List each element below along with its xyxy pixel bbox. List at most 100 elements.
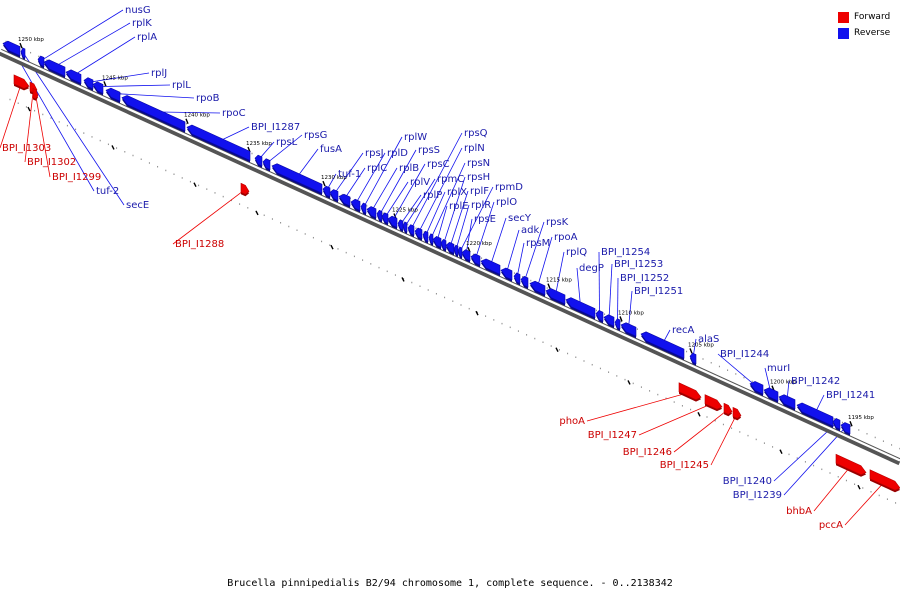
feature-rplj: [83, 77, 94, 90]
major-tick: [401, 277, 405, 282]
label-rpoc: rpoC: [222, 108, 246, 119]
major-tick: [103, 81, 107, 87]
legend-label-forward: Forward: [854, 12, 891, 22]
leader-rplc: [344, 167, 366, 200]
label-rpmd: rpmD: [495, 182, 523, 193]
label-rpsg: rpsG: [304, 130, 327, 141]
leader-rplp: [400, 194, 422, 225]
feature-rplx: [422, 230, 429, 242]
feature-rplf: [445, 241, 455, 254]
leader-rpsg: [266, 134, 303, 164]
leader-bpi-i1245: [710, 413, 738, 466]
leader-rplj: [88, 72, 150, 83]
leader-rpse: [465, 218, 473, 255]
leader-bpi-i1239: [783, 426, 846, 496]
leader-bpi-i1288: [172, 189, 246, 245]
major-tick: [185, 118, 189, 124]
scale-label: 1230 kbp: [321, 175, 347, 181]
feature-rplb: [366, 206, 377, 219]
major-tick: [475, 310, 479, 316]
feature-bpi-i1251: [620, 322, 637, 337]
label-bpi-i1241: BPI_I1241: [826, 390, 875, 401]
label-rpld: rplD: [387, 148, 408, 159]
label-bpi-i1244: BPI_I1244: [720, 349, 769, 360]
leader-rplx: [425, 191, 446, 236]
major-tick: [27, 106, 31, 112]
feature-adk: [500, 267, 513, 281]
label-muri: murI: [767, 363, 790, 374]
label-bpi-i1288: BPI_I1288: [175, 239, 224, 250]
label-rpsj: rpsJ: [365, 148, 384, 159]
scale-label: 1220 kbp: [466, 241, 492, 247]
major-tick: [255, 210, 259, 216]
label-bpi-i1254: BPI_I1254: [601, 247, 650, 258]
label-bpi-i1302: BPI_I1302: [27, 157, 76, 168]
leader-bpi-i1251: [628, 290, 633, 329]
label-rpsh: rpsH: [467, 172, 490, 183]
leader-rpob: [112, 93, 195, 99]
label-bpi-i1299: BPI_I1299: [52, 172, 101, 183]
label-rplc: rplC: [367, 163, 387, 174]
leader-bpi-i1302: [24, 88, 34, 163]
major-tick: [689, 348, 693, 354]
scale-label: 1210 kbp: [618, 310, 644, 316]
label-rplo: rplO: [496, 197, 517, 208]
feature-rpoc: [121, 95, 186, 132]
feature-rpsl: [254, 154, 263, 167]
reverse-swatch: [838, 27, 849, 39]
leader-rplw: [363, 136, 403, 208]
label-rplr: rplR: [471, 200, 491, 211]
feature-rplq: [545, 288, 566, 305]
major-tick: [111, 145, 115, 150]
label-bpi-i1303: BPI_I1303: [2, 143, 51, 154]
feature-fusa: [271, 163, 323, 194]
forward-swatch: [838, 11, 849, 23]
label-rpss: rpsS: [418, 145, 440, 156]
feature-rpsc: [387, 215, 398, 228]
label-nusg: nusG: [125, 5, 151, 16]
label-rpll: rplL: [172, 80, 191, 91]
leader-rpld: [355, 152, 386, 205]
leader-rpsh: [443, 176, 466, 245]
feature-muri: [763, 387, 779, 402]
feature-rplr: [453, 244, 459, 256]
leader-rplv: [384, 181, 409, 218]
leader-rpsj: [333, 152, 364, 195]
chromosome-backbone: [0, 48, 900, 466]
leader-bpi-i1252: [617, 277, 619, 324]
label-secy: secY: [508, 213, 532, 224]
label-rpsn: rpsN: [467, 158, 490, 169]
scale-label: 1225 kbp: [392, 207, 418, 213]
feature-rpsn: [428, 233, 434, 245]
label-tuf-1: tuf-1: [338, 169, 361, 180]
scale-label: 1205 kbp: [688, 342, 714, 348]
label-rpse: rpsE: [474, 214, 496, 225]
leader-bpi-i1254: [598, 251, 600, 316]
label-bpi-i1252: BPI_I1252: [620, 273, 669, 284]
major-tick: [555, 347, 559, 352]
leader-rpoa: [537, 236, 553, 288]
leader-rplr: [455, 204, 470, 250]
feature-rpll: [92, 81, 104, 94]
leader-rpsm: [516, 242, 525, 278]
label-rplv: rplV: [410, 177, 430, 188]
feature-bpi-i1299: [32, 88, 39, 100]
feature-rpla: [65, 69, 82, 84]
feature-bpi-i1241: [796, 402, 834, 427]
major-tick: [857, 484, 861, 490]
leader-bhba: [813, 465, 852, 512]
leader-rplb: [371, 167, 398, 212]
scale-label: 1200 kbp: [770, 380, 796, 386]
feature-bhba: [835, 453, 867, 476]
feature-nusg: [37, 55, 45, 67]
leader-rpmc: [404, 178, 436, 227]
feature-bpi-i1240: [832, 418, 841, 430]
feature-rplw: [360, 202, 367, 214]
feature-bpi-i1244: [749, 381, 764, 395]
feature-bpi-i1303: [13, 74, 30, 89]
feature-rpsk: [520, 275, 529, 288]
label-bhba: bhbA: [786, 506, 812, 517]
label-bpi-i1287: BPI_I1287: [251, 122, 300, 133]
leader-rplo: [475, 201, 495, 259]
scale-label: 1215 kbp: [546, 278, 572, 284]
